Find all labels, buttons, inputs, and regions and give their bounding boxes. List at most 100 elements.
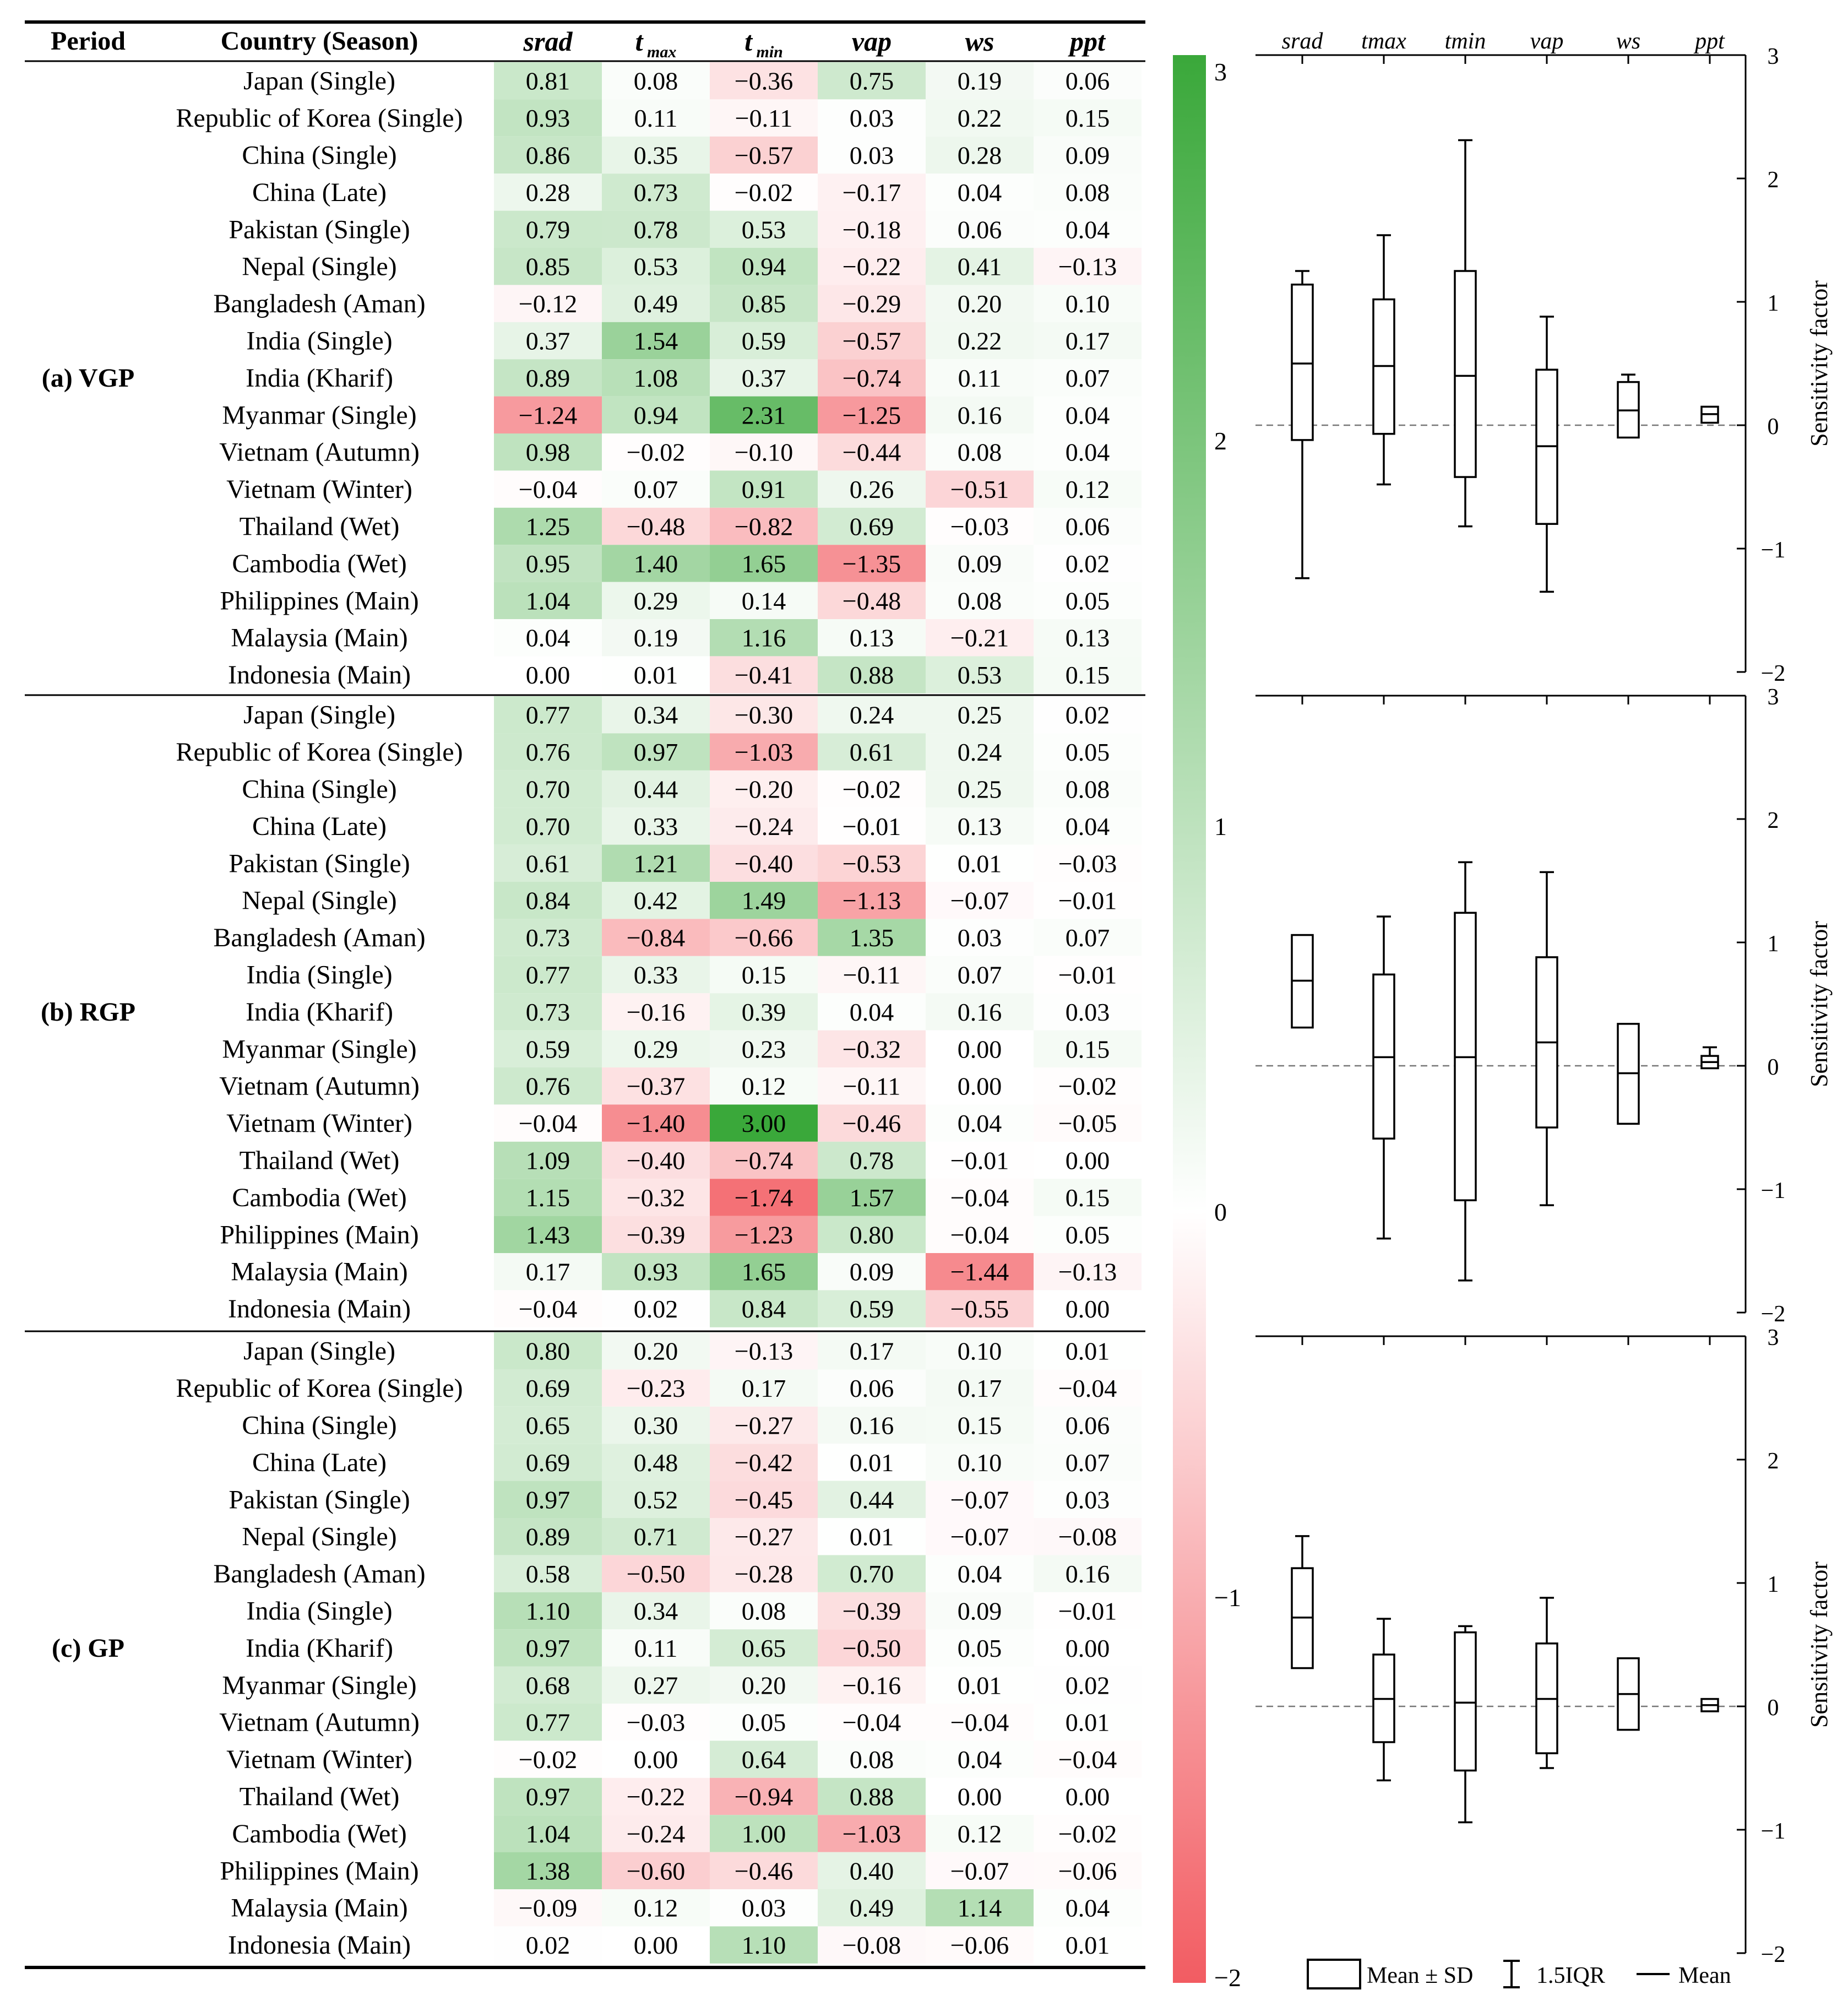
cell-value: −0.07 — [950, 887, 1009, 915]
cell-value: −1.44 — [950, 1258, 1009, 1286]
country-header: Country (Season) — [221, 26, 418, 56]
cell-value: 0.00 — [1066, 1295, 1110, 1323]
heatmap-cell — [710, 545, 818, 582]
heatmap-cell — [602, 770, 710, 808]
country-label: Thailand (Wet) — [240, 1146, 400, 1175]
heatmap-cell — [494, 174, 602, 211]
cell-value: −1.03 — [735, 738, 793, 766]
cell-value: 0.70 — [526, 812, 570, 841]
heatmap-cell — [602, 1852, 710, 1889]
cell-value: −0.01 — [950, 1147, 1009, 1175]
cell-value: −0.57 — [843, 327, 901, 355]
heatmap-cell — [818, 359, 926, 397]
cell-value: 0.64 — [742, 1745, 786, 1774]
country-label: Indonesia (Main) — [228, 660, 411, 690]
cell-value: 0.09 — [1066, 142, 1110, 170]
cell-value: 0.34 — [634, 1597, 678, 1625]
cell-value: 0.89 — [526, 364, 570, 392]
legend-box-swatch — [1307, 1959, 1361, 1989]
cell-value: −0.48 — [627, 513, 685, 541]
cell-value: 0.05 — [1066, 1221, 1110, 1249]
cell-value: −0.37 — [627, 1072, 685, 1100]
heatmap-cell — [1034, 1481, 1142, 1518]
cell-value: −1.25 — [843, 401, 901, 429]
boxplot-panel-rgp: 3 2 1 0 −1 −2 Sensitivity factor — [1255, 685, 1833, 1327]
cell-value: 0.00 — [1066, 1634, 1110, 1662]
cell-value: 0.06 — [850, 1374, 894, 1402]
cell-value: 0.03 — [958, 924, 1002, 952]
cell-value: −0.04 — [1058, 1374, 1117, 1402]
cell-value: 0.04 — [850, 998, 894, 1026]
heatmap-cell — [1034, 1406, 1142, 1444]
heatmap-cell — [818, 1369, 926, 1407]
heatmap-cell — [602, 1629, 710, 1667]
boxplot-panel-vgp: 3 2 1 0 −1 −2 Sensitivity factor srad tmax tmin va… — [1255, 29, 1833, 686]
heatmap-cell — [494, 136, 602, 174]
cell-value: 0.01 — [1066, 1709, 1110, 1737]
cell-value: −1.03 — [843, 1820, 901, 1848]
cell-value: 0.03 — [850, 142, 894, 170]
cell-value: 0.09 — [958, 550, 1002, 578]
heatmap-cell — [494, 1104, 602, 1142]
cell-value: 0.85 — [742, 290, 786, 318]
heatmap-cell — [818, 656, 926, 693]
heatmap-cell — [494, 1704, 602, 1741]
cell-value: −1.74 — [735, 1184, 793, 1212]
heatmap-cell — [602, 582, 710, 619]
heatmap-cell — [494, 1926, 602, 1964]
cell-value: 0.00 — [526, 661, 570, 689]
heatmap-cell — [710, 210, 818, 248]
cell-value: 1.15 — [526, 1184, 570, 1212]
cell-value: 0.52 — [634, 1485, 678, 1514]
heatmap-cell — [710, 1141, 818, 1179]
cell-value: 0.04 — [1066, 215, 1110, 243]
heatmap-cell — [818, 919, 926, 956]
cell-value: −0.18 — [843, 215, 901, 243]
heatmap-cell — [926, 174, 1034, 211]
heatmap-cell — [602, 1704, 710, 1741]
heatmap-cell — [1034, 1815, 1142, 1852]
heatmap-cell — [710, 1481, 818, 1518]
cell-value: −0.02 — [519, 1745, 577, 1774]
country-label: Bangladesh (Aman) — [213, 289, 425, 318]
cell-value: −0.57 — [735, 142, 793, 170]
cell-value: 0.81 — [526, 67, 570, 95]
heatmap-cell — [494, 770, 602, 808]
cell-value: 0.70 — [526, 776, 570, 804]
heatmap-cell — [710, 174, 818, 211]
cell-value: 0.37 — [526, 327, 570, 355]
country-label: Vietnam (Autumn) — [219, 1708, 420, 1737]
cell-value: 0.00 — [1066, 1783, 1110, 1811]
cell-value: 0.53 — [958, 661, 1002, 689]
heatmap-cell — [1034, 733, 1142, 771]
y-tick-label: 2 — [1768, 808, 1779, 833]
cell-value: 0.07 — [634, 475, 678, 503]
country-label: India (Kharif) — [246, 1634, 393, 1663]
cell-value: −0.03 — [1058, 849, 1117, 877]
heatmap-cell — [494, 1592, 602, 1630]
heatmap-cell — [818, 1179, 926, 1216]
cell-value: 0.89 — [526, 1523, 570, 1551]
cell-value: −1.23 — [735, 1221, 793, 1249]
heatmap-cell — [926, 582, 1034, 619]
cell-value: 0.01 — [958, 1671, 1002, 1699]
heatmap-cell — [710, 1067, 818, 1105]
heatmap-cell — [1034, 174, 1142, 211]
heatmap-cell — [602, 1444, 710, 1481]
country-label: India (Kharif) — [246, 364, 393, 393]
heatmap-cell — [926, 1332, 1034, 1370]
heatmap-cell — [1034, 919, 1142, 956]
cell-value: 0.04 — [958, 1109, 1002, 1137]
heatmap-cell — [1034, 285, 1142, 322]
cell-value: −0.46 — [843, 1109, 901, 1137]
cell-value: 0.59 — [742, 327, 786, 355]
cell-value: −0.04 — [519, 1295, 577, 1323]
heatmap-cell — [926, 507, 1034, 545]
heatmap-cell — [494, 1852, 602, 1889]
heatmap-cell — [1034, 507, 1142, 545]
country-label: Vietnam (Winter) — [226, 1109, 412, 1138]
heatmap-cell — [494, 619, 602, 657]
heatmap-cell — [602, 1481, 710, 1518]
column-header-2: t min — [744, 26, 783, 61]
heatmap-cell — [494, 1777, 602, 1815]
